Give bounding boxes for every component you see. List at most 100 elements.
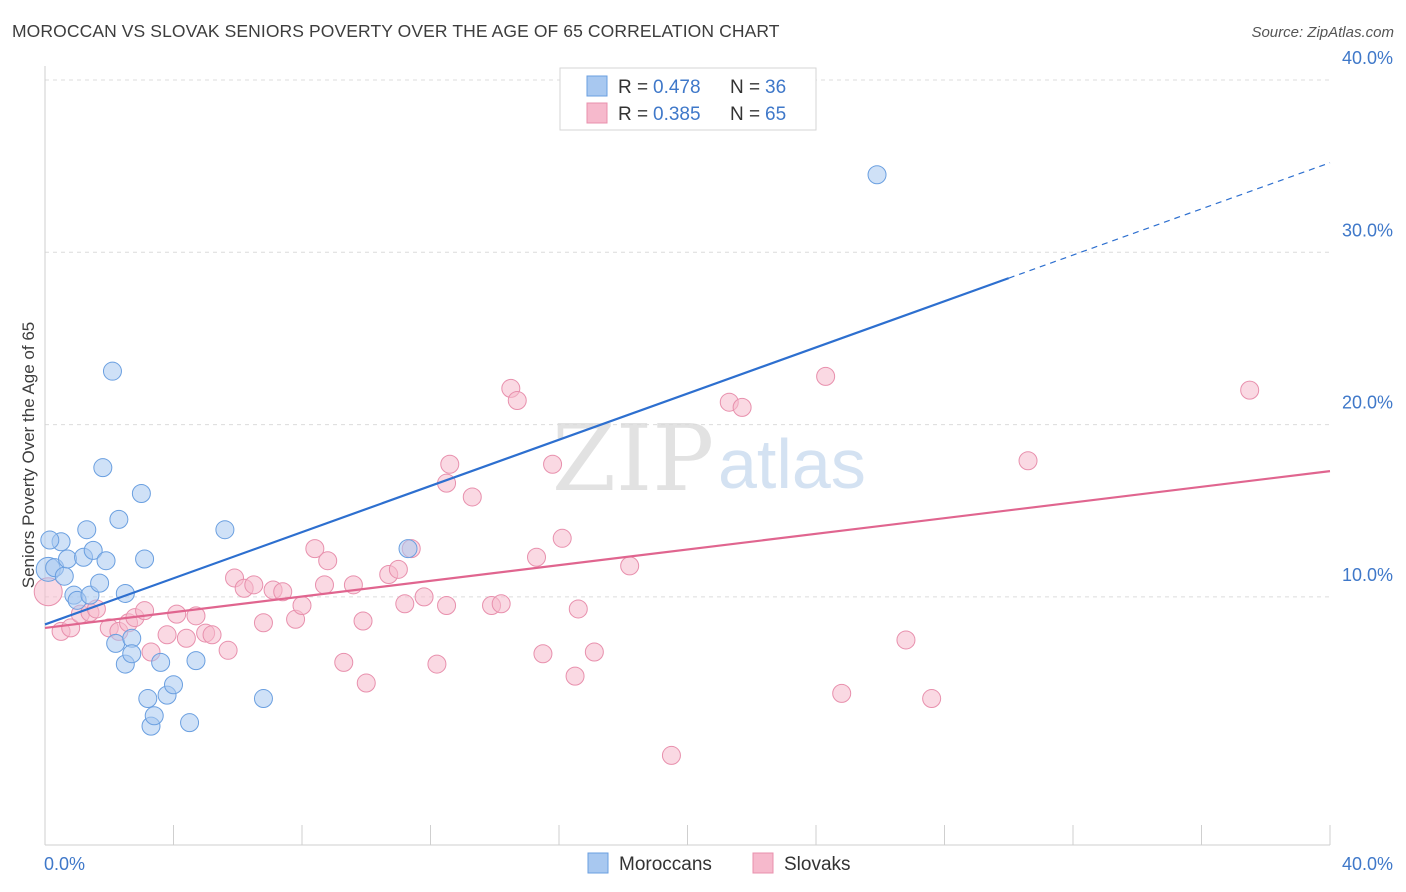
- slovaks-point: [620, 556, 640, 576]
- watermark-zip: ZIP: [552, 405, 714, 512]
- slovaks-point: [305, 539, 325, 559]
- slovaks-point: [202, 625, 222, 645]
- legend-moroccans-swatch[interactable]: [587, 852, 609, 874]
- moroccans-point: [164, 675, 183, 695]
- y-tick-label: 40.0%: [1342, 48, 1393, 68]
- x-tick-labels: 0.0% 40.0%: [44, 854, 1393, 874]
- slovaks-point: [922, 689, 942, 709]
- slovaks-n-value: 65: [765, 104, 786, 125]
- slovaks-point: [157, 625, 177, 645]
- slovaks-point: [218, 640, 238, 660]
- slovaks-point: [816, 366, 836, 386]
- moroccans-r-label: R =: [618, 77, 648, 98]
- slovaks-point: [273, 582, 293, 602]
- slovaks-point: [186, 606, 206, 626]
- moroccans-n-label: N =: [730, 77, 760, 98]
- slovaks-point: [507, 390, 527, 410]
- y-tick-label: 30.0%: [1342, 220, 1393, 240]
- slovaks-point: [462, 487, 482, 507]
- slovaks-point: [314, 575, 334, 595]
- slovaks-point: [552, 528, 572, 548]
- slovaks-trendline: [44, 470, 1331, 629]
- slovaks-r-label: R =: [618, 104, 648, 125]
- moroccans-point: [867, 165, 887, 185]
- y-tick-label: 20.0%: [1342, 393, 1393, 413]
- moroccans-point: [40, 530, 60, 550]
- slovaks-point: [527, 547, 547, 567]
- moroccans-point: [186, 651, 206, 671]
- moroccans-trendline-extension: [1008, 162, 1331, 279]
- slovaks-point: [395, 594, 415, 614]
- y-tick-label: 10.0%: [1342, 565, 1393, 585]
- slovaks-point: [356, 673, 376, 693]
- moroccans-point: [151, 652, 171, 672]
- moroccans-swatch: [586, 75, 608, 97]
- source-label: Source: ZipAtlas.com: [1251, 24, 1394, 41]
- moroccans-point: [93, 458, 113, 478]
- slovaks-point: [732, 397, 752, 417]
- x-tick-label-min: 0.0%: [44, 854, 85, 874]
- slovaks-points: [33, 366, 1260, 765]
- slovaks-point: [832, 683, 852, 703]
- moroccans-trendline: [44, 277, 1010, 626]
- legend-slovaks-swatch[interactable]: [752, 852, 774, 874]
- slovaks-point: [414, 587, 434, 607]
- slovaks-point: [543, 454, 563, 474]
- moroccans-point: [138, 689, 158, 709]
- slovaks-r-value: 0.385: [653, 104, 701, 125]
- moroccans-point: [122, 644, 142, 664]
- slovaks-point: [584, 642, 604, 662]
- moroccans-point: [102, 361, 122, 381]
- watermark: ZIP atlas: [552, 405, 866, 512]
- slovaks-point: [292, 596, 312, 616]
- axes: [44, 66, 1331, 846]
- series-legend[interactable]: Moroccans Slovaks: [587, 852, 851, 875]
- stats-legend: R = 0.478 N = 36 R = 0.385 N = 65: [559, 67, 817, 131]
- slovaks-swatch: [586, 102, 608, 124]
- slovaks-point: [661, 745, 681, 765]
- moroccans-point: [109, 509, 129, 529]
- slovaks-point: [896, 630, 916, 650]
- trendlines: [44, 162, 1331, 629]
- slovaks-point: [353, 611, 373, 631]
- slovaks-point: [568, 599, 588, 619]
- moroccans-point: [83, 540, 103, 560]
- watermark-atlas: atlas: [718, 425, 866, 503]
- legend-moroccans-label[interactable]: Moroccans: [619, 854, 712, 875]
- moroccans-point: [90, 573, 110, 593]
- y-tick-labels: 10.0% 20.0% 30.0% 40.0%: [1342, 48, 1393, 585]
- moroccans-point: [77, 520, 97, 540]
- moroccans-r-value: 0.478: [653, 77, 701, 98]
- moroccans-point: [180, 713, 200, 733]
- chart-title: MOROCCAN VS SLOVAK SENIORS POVERTY OVER …: [12, 21, 780, 41]
- slovaks-point: [318, 551, 338, 571]
- slovaks-point: [440, 454, 460, 474]
- slovaks-point: [533, 644, 553, 664]
- moroccans-point: [96, 551, 116, 571]
- y-axis-title: Seniors Poverty Over the Age of 65: [19, 322, 38, 588]
- moroccans-points: [35, 165, 887, 736]
- moroccans-point: [144, 706, 164, 726]
- grid: [45, 79, 1330, 598]
- slovaks-point: [427, 654, 447, 674]
- slovaks-point: [491, 594, 511, 614]
- moroccans-point: [135, 549, 155, 569]
- moroccans-point: [398, 539, 418, 559]
- slovaks-point: [565, 666, 585, 686]
- slovaks-point: [1018, 451, 1038, 471]
- moroccans-point: [106, 633, 126, 653]
- slovaks-point: [334, 652, 354, 672]
- moroccans-point: [57, 549, 77, 569]
- slovaks-point: [253, 613, 273, 633]
- moroccans-point: [131, 484, 151, 504]
- legend-slovaks-label[interactable]: Slovaks: [784, 854, 851, 875]
- slovaks-point: [176, 628, 196, 648]
- slovaks-n-label: N =: [730, 104, 760, 125]
- moroccans-point: [215, 520, 235, 540]
- x-tick-label-max: 40.0%: [1342, 854, 1393, 874]
- slovaks-point: [437, 596, 457, 616]
- moroccans-point: [253, 689, 273, 709]
- slovaks-point: [388, 559, 408, 579]
- slovaks-point: [167, 604, 187, 624]
